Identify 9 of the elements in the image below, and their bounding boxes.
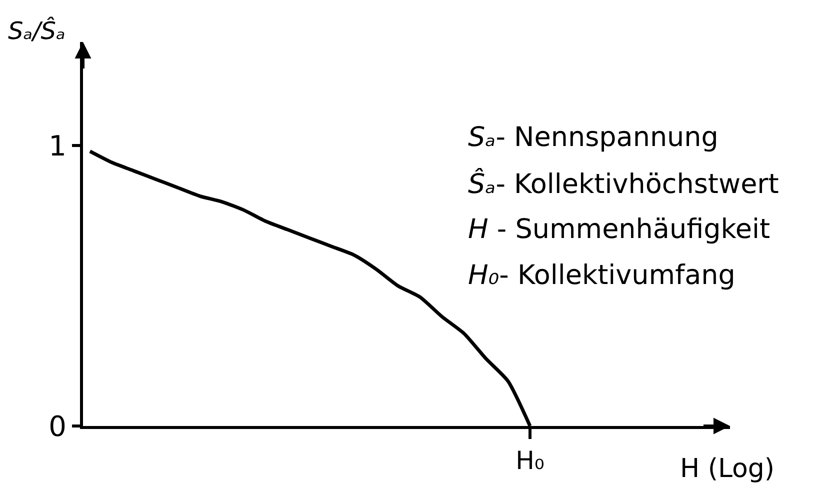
- annotation: H₀- Kollektivumfang: [468, 260, 736, 291]
- annotation: H - Summenhäufigkeit: [468, 214, 770, 245]
- text: H (Log): [680, 454, 775, 484]
- y-tick-label: 0: [48, 410, 66, 443]
- annotation: Ŝₐ- Kollektivhöchstwert: [468, 167, 779, 200]
- y-tick-label: 1: [48, 130, 66, 163]
- annotation: Sₐ- Nennspannung: [468, 122, 718, 153]
- x-tick-label: H₀: [516, 446, 544, 475]
- y-axis-title: Sₐ/Ŝₐ: [8, 16, 66, 45]
